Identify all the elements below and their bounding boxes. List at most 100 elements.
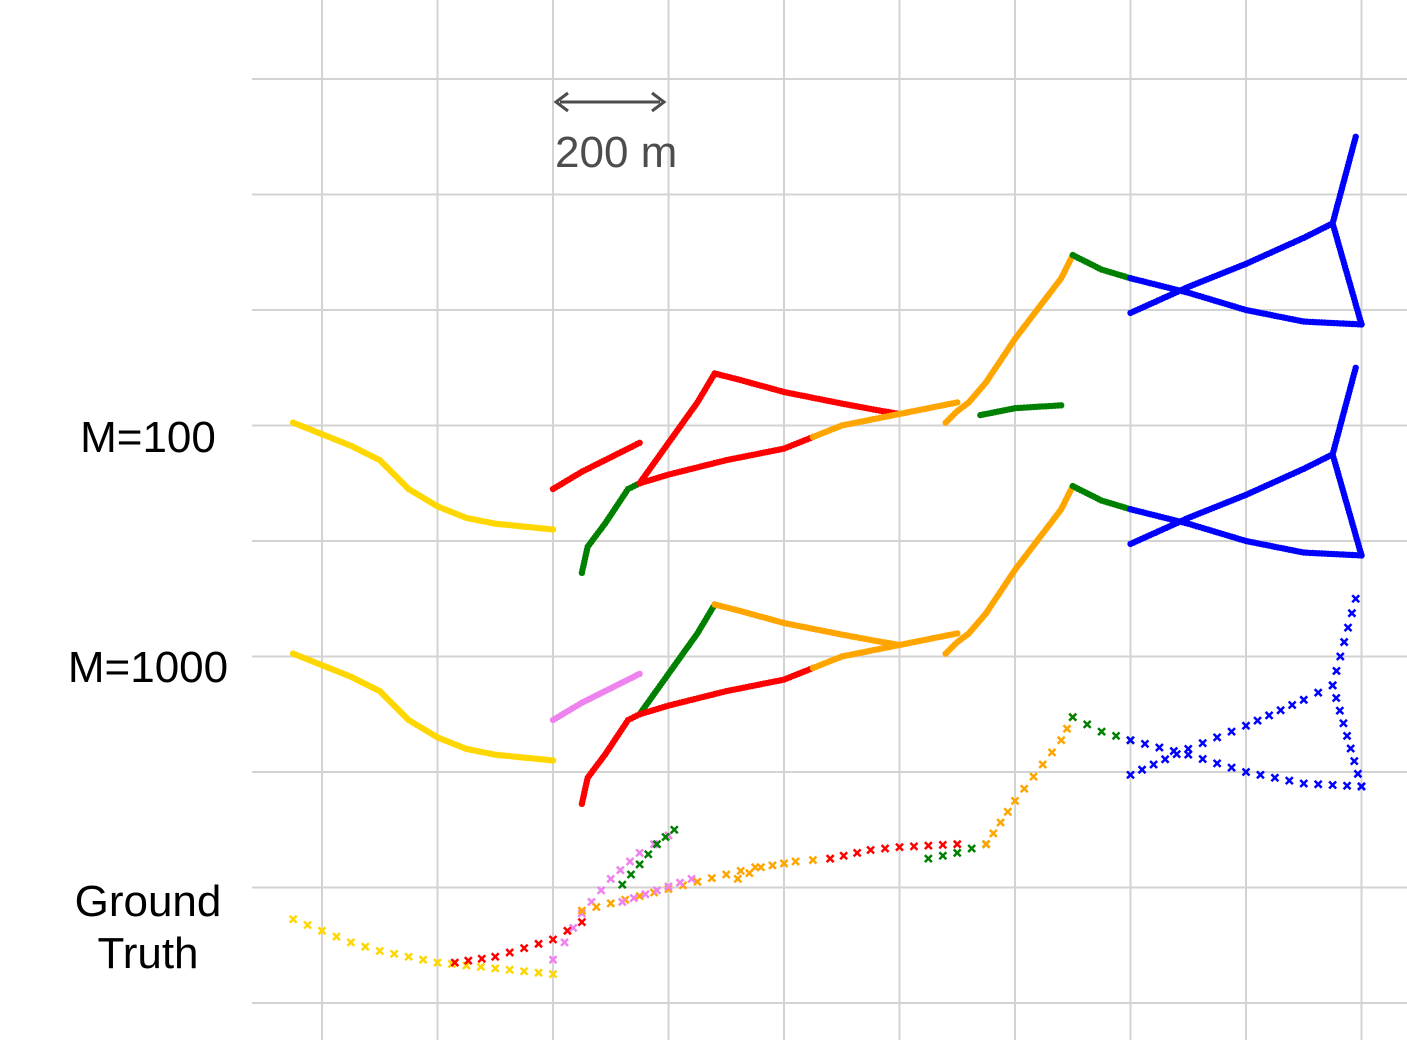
data-point — [880, 844, 890, 853]
grid — [252, 0, 1407, 1040]
row-label-line: M=100 — [80, 413, 216, 462]
scale-bar-left-arrowhead — [553, 91, 569, 113]
data-point — [923, 854, 933, 864]
data-point — [692, 877, 702, 887]
data-point — [643, 849, 653, 859]
data-point — [389, 949, 399, 959]
data-point — [404, 952, 414, 962]
data-point — [1270, 773, 1280, 783]
data-point — [652, 886, 662, 895]
data-point — [1264, 711, 1274, 720]
data-point — [664, 884, 673, 894]
data-point — [1097, 727, 1107, 736]
data-point — [1328, 680, 1338, 690]
data-point — [635, 860, 645, 869]
data-point — [1357, 782, 1366, 791]
scale-bar-right-arrowhead — [651, 91, 667, 113]
data-point — [1003, 807, 1013, 817]
data-point — [1276, 705, 1286, 715]
data-point — [649, 839, 659, 849]
data-point — [463, 956, 473, 966]
data-point — [1019, 784, 1029, 794]
data-point — [1358, 321, 1365, 328]
data-point — [661, 832, 670, 842]
data-point — [617, 880, 627, 889]
data-point — [967, 844, 977, 853]
data-point — [721, 870, 731, 879]
data-point — [505, 965, 515, 975]
data-point — [548, 955, 558, 965]
data-point — [1227, 763, 1236, 773]
row-label-line: Truth — [97, 929, 198, 978]
data-point — [332, 932, 341, 941]
data-point — [606, 898, 616, 908]
data-point — [505, 948, 515, 957]
data-point — [1353, 769, 1363, 779]
data-point — [981, 839, 991, 849]
data-point — [450, 958, 460, 967]
data-point — [617, 897, 627, 907]
data-point — [652, 839, 662, 849]
data-point — [629, 893, 639, 903]
row-label: M=1000 — [68, 643, 228, 692]
row-labels: M=100 M=1000 Ground Truth — [68, 413, 228, 978]
data-point — [641, 889, 650, 899]
data-point — [519, 943, 529, 953]
data-point — [866, 845, 876, 855]
data-point — [669, 825, 679, 835]
data-point — [476, 962, 486, 972]
data-point — [1212, 732, 1222, 742]
data-point — [1241, 767, 1251, 777]
data-point — [1038, 760, 1048, 769]
data-point — [733, 874, 743, 884]
row-label: M=100 — [80, 413, 216, 462]
scale-bar: 200 m — [553, 91, 677, 177]
data-point — [360, 942, 370, 952]
data-point — [988, 828, 998, 838]
data-point — [1335, 652, 1345, 661]
data-point — [563, 926, 572, 936]
data-point — [490, 952, 500, 962]
data-point — [346, 937, 356, 947]
scale-bar-label: 200 m — [555, 128, 677, 177]
data-point — [1313, 688, 1323, 697]
data-point — [519, 966, 529, 976]
data-point — [1346, 744, 1356, 753]
data-point — [1253, 716, 1262, 725]
data-point — [1358, 552, 1365, 559]
data-point — [1137, 765, 1147, 775]
data-point — [1010, 796, 1020, 806]
data-point — [626, 870, 636, 879]
data-point — [1140, 739, 1150, 749]
data-point — [1335, 706, 1345, 716]
data-point — [744, 868, 754, 878]
data-point — [1342, 731, 1352, 741]
data-point — [1149, 760, 1158, 769]
data-point — [568, 923, 578, 933]
row-label-line: Ground — [75, 877, 222, 926]
data-point — [852, 848, 862, 858]
data-point — [577, 906, 587, 915]
data-point — [1172, 749, 1182, 759]
data-point — [1342, 781, 1352, 791]
data-point — [1241, 721, 1251, 731]
data-point — [549, 526, 557, 533]
data-point — [1339, 637, 1349, 647]
data-point — [1349, 756, 1359, 766]
data-point — [1331, 693, 1341, 703]
data-point — [952, 848, 962, 858]
data-point — [1068, 712, 1078, 722]
data-point — [839, 851, 849, 861]
data-point — [596, 886, 606, 895]
data-point — [1343, 623, 1353, 633]
data-point — [549, 757, 557, 764]
data-point — [1047, 747, 1057, 757]
data-point — [560, 937, 569, 947]
data-point — [954, 630, 961, 637]
data-point — [1347, 608, 1357, 618]
data-point — [461, 961, 471, 970]
data-point — [736, 866, 746, 876]
data-point — [707, 873, 717, 883]
data-point — [577, 909, 587, 918]
data-point — [664, 882, 673, 891]
